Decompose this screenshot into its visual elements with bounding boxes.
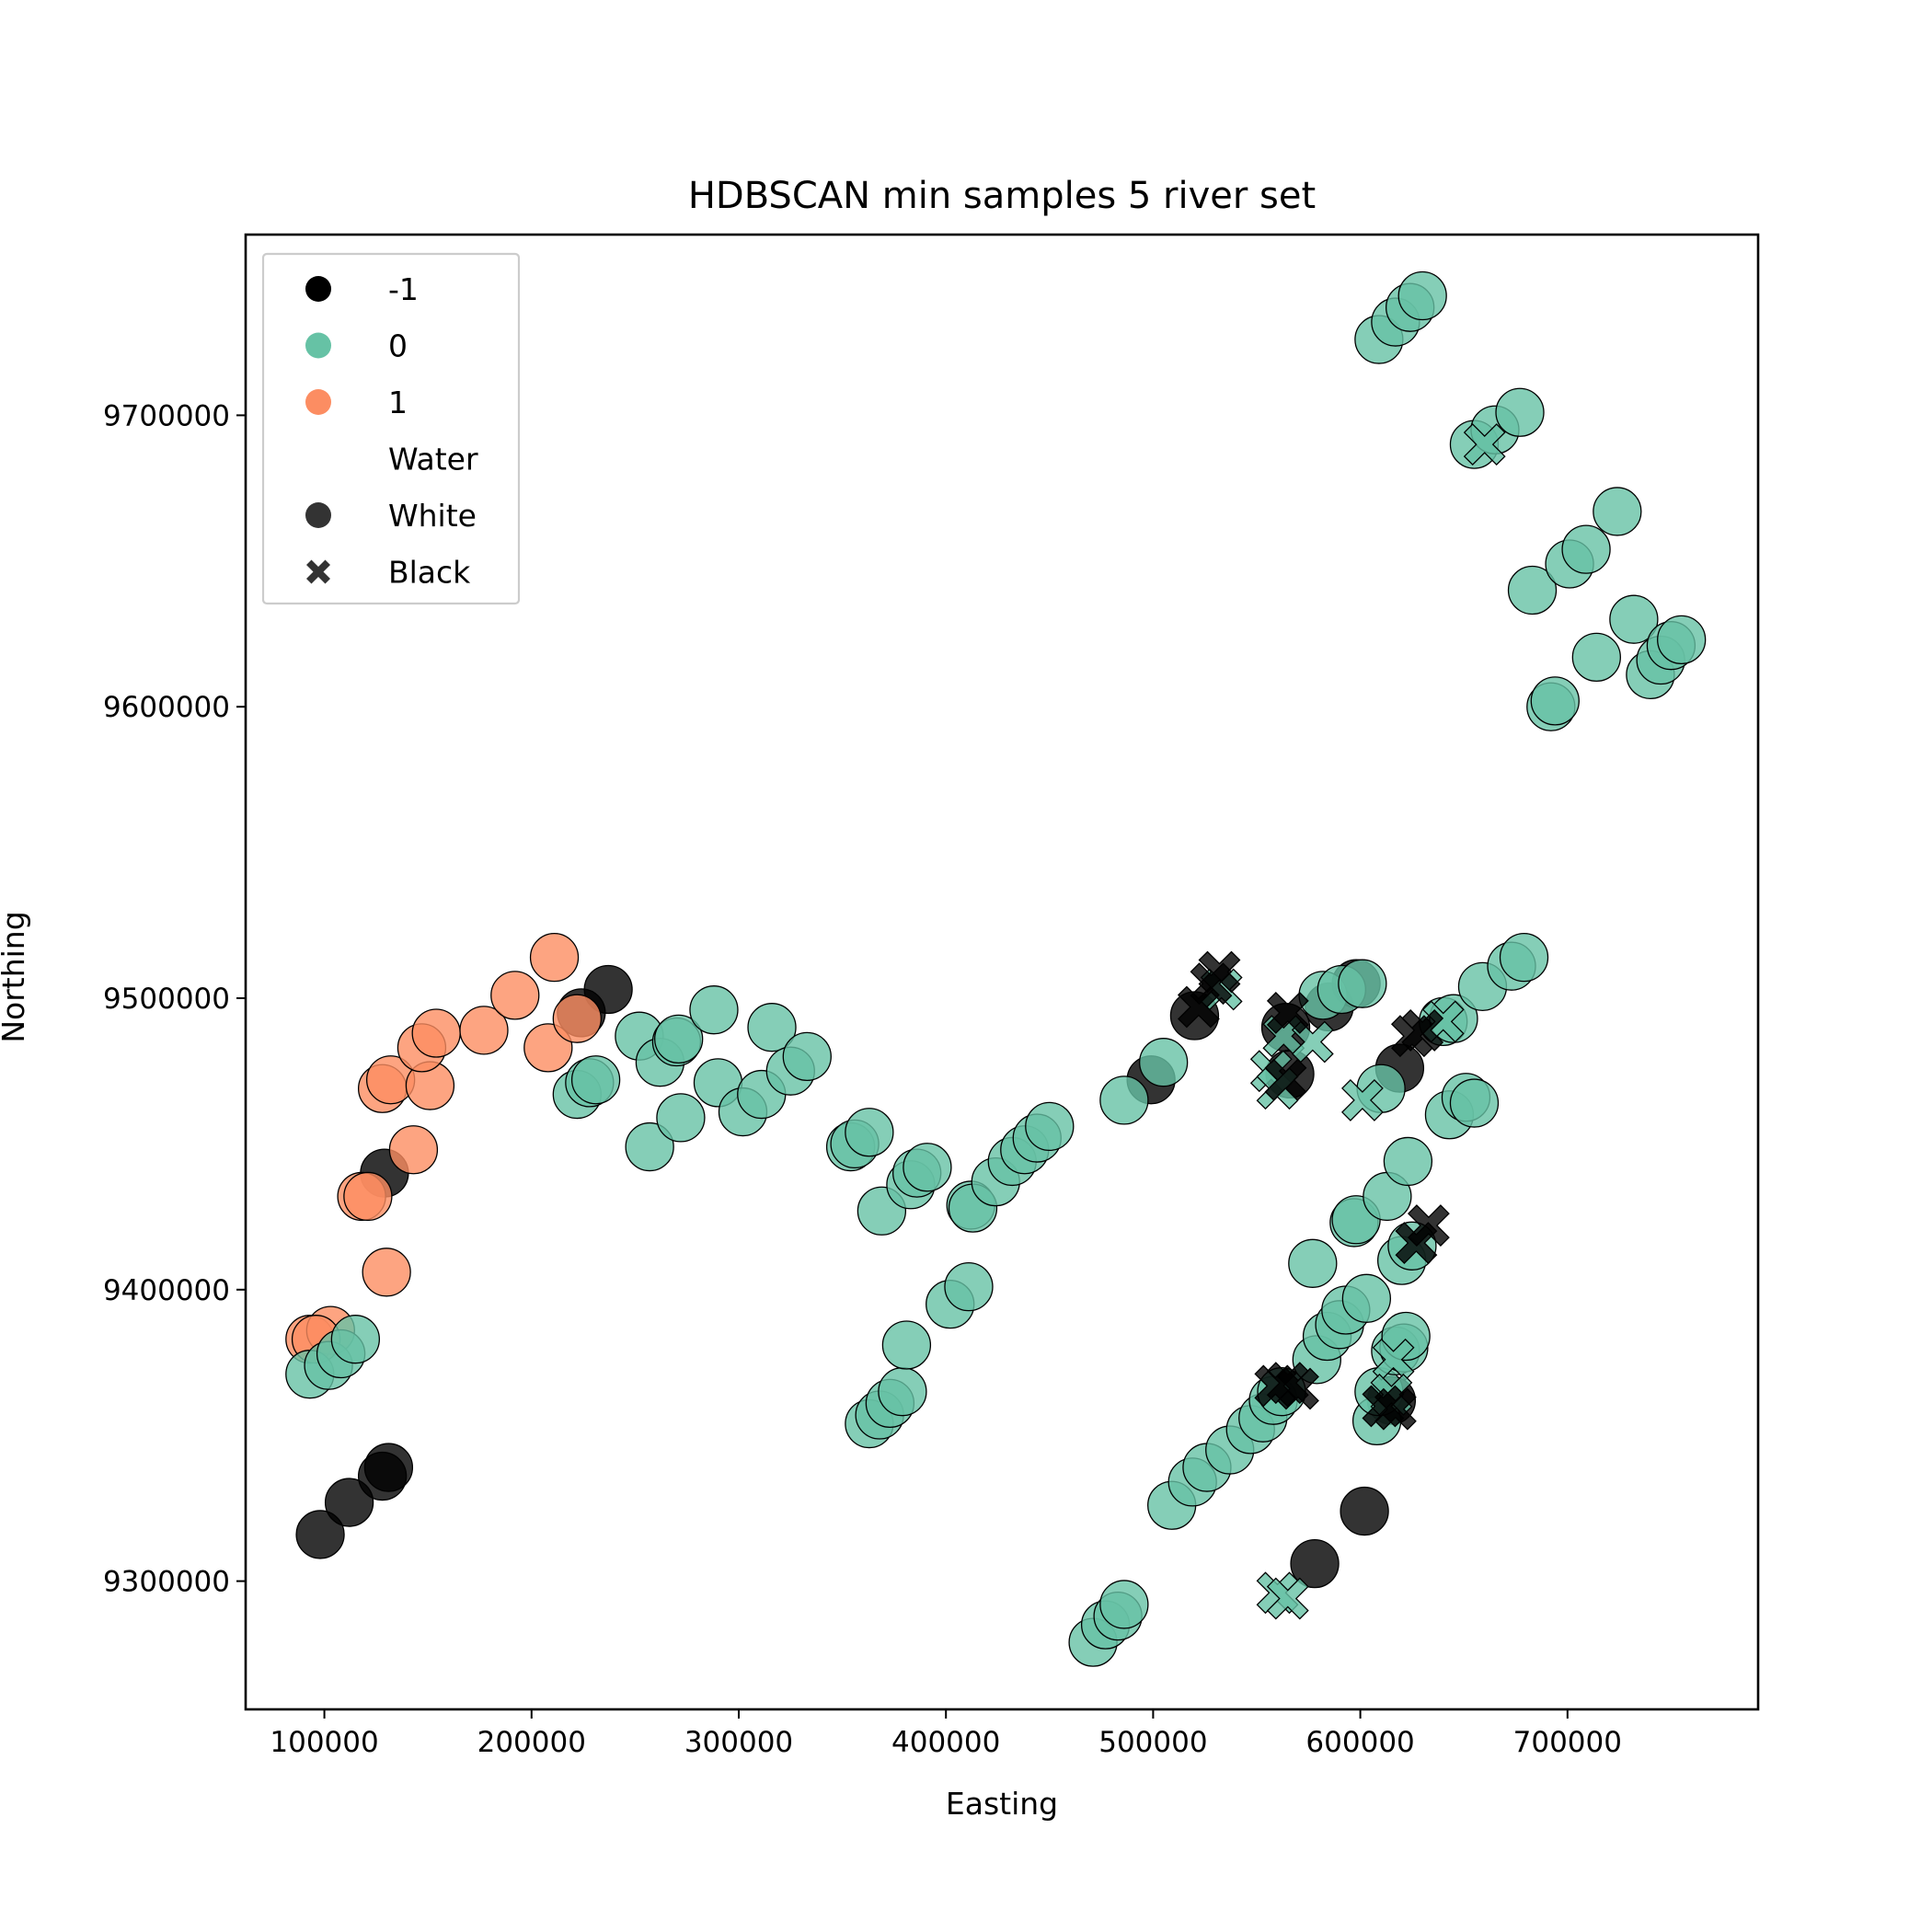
data-point-cluster0-white [654,1014,704,1064]
data-point-cluster0-black [1340,1078,1384,1121]
y-tick-label: 9300000 [103,1566,230,1599]
legend-label-neg1: -1 [388,271,419,307]
legend-marker-black [306,559,330,584]
data-point-cluster0-white [1099,1075,1149,1125]
points-layer [285,270,1707,1667]
data-point-cluster1-white [343,1171,393,1222]
data-point-cluster0-white [881,1320,932,1370]
data-point-cluster0-white [1530,676,1580,726]
data-point-cluster1-white [459,1006,509,1055]
legend-label-black: Black [388,555,471,591]
y-axis-ticks: 9300000 9400000 9500000 9600000 9700000 [103,399,246,1599]
data-point-cluster0-white [1338,959,1387,1008]
legend-marker-neg1 [305,276,331,302]
data-point-clusterneg1-white [1340,1486,1389,1536]
y-tick-label: 9500000 [103,983,230,1016]
data-point-cluster0-white [1499,933,1549,983]
data-point-cluster0-white [1288,1238,1338,1288]
data-point-cluster0-white [570,1055,621,1105]
legend-label-water: Water [388,442,478,477]
data-point-cluster1-white [411,1008,461,1058]
data-point-cluster0-white [903,1143,952,1192]
data-point-cluster0-white [1341,1273,1392,1323]
data-point-cluster0-white [782,1031,832,1082]
legend-items: -1 0 1 Water White Black [305,271,478,591]
data-point-cluster0-white [1139,1038,1189,1087]
legend-label-1: 1 [388,385,408,420]
data-point-cluster1-white [552,994,602,1043]
data-point-cluster0-black [1372,1338,1415,1381]
data-point-cluster1-white [362,1248,411,1297]
data-point-cluster1-white [388,1125,439,1175]
plot-frame [244,233,1760,1711]
y-tick-label: 9600000 [103,691,230,724]
data-point-clusterneg1-black [1374,1387,1417,1431]
data-point-cluster0-white [1507,565,1558,615]
data-point-clusterneg1-black [1277,1367,1319,1410]
data-point-cluster0-white [656,1093,706,1143]
x-tick-label: 200000 [477,1726,586,1759]
data-point-cluster1-white [529,933,580,983]
data-point-clusterneg1-black [1198,950,1241,994]
y-tick-label: 9400000 [103,1274,230,1307]
data-point-cluster0-white [1383,1136,1433,1187]
data-point-cluster0-white [747,1003,797,1052]
data-point-cluster0-white [1449,1078,1500,1128]
x-tick-label: 700000 [1513,1726,1622,1759]
data-point-clusterneg1-black [1264,1058,1307,1101]
legend-marker-1 [305,389,331,415]
data-point-cluster0-white [1571,632,1621,683]
x-tick-label: 600000 [1305,1726,1414,1759]
data-point-cluster0-black [1291,1020,1334,1064]
data-point-cluster0-white [878,1367,927,1417]
data-point-cluster0-white [1657,615,1707,664]
data-point-cluster0-white [1593,487,1642,536]
legend-label-0: 0 [388,328,408,364]
data-point-cluster0-white [625,1121,674,1172]
data-point-cluster0-black [1463,423,1506,466]
data-point-cluster0-white [1495,387,1545,437]
legend-label-white: White [388,498,477,534]
data-point-clusterneg1-white [324,1478,374,1527]
x-tick-label: 300000 [684,1726,793,1759]
legend-marker-0 [305,332,331,359]
data-point-clusterneg1-black [1401,1008,1444,1052]
data-point-cluster0-white [1561,524,1611,574]
data-point-clusterneg1-white [1290,1538,1340,1589]
y-tick-label: 9700000 [103,399,230,432]
x-axis-title: Easting [946,1786,1058,1822]
x-tick-label: 100000 [270,1726,378,1759]
x-axis-ticks: 100000 200000 300000 400000 500000 600000 7000… [270,1709,1622,1759]
data-point-clusterneg1-white [363,1443,414,1492]
data-point-clusterneg1-black [1266,991,1309,1034]
data-point-cluster0-black [1266,1577,1309,1620]
data-point-cluster0-white [845,1108,894,1157]
data-point-cluster1-white [490,971,540,1020]
legend-marker-white [305,502,331,528]
data-point-cluster0-white [689,985,739,1035]
data-point-cluster0-white [1609,594,1659,644]
data-point-cluster0-white [1381,1311,1431,1362]
data-point-cluster0-white [1397,270,1447,321]
chart-title: HDBSCAN min samples 5 river set [688,175,1316,217]
data-point-clusterneg1-white [295,1510,345,1559]
legend: -1 0 1 Water White Black [261,252,521,605]
data-point-cluster0-white [1099,1580,1149,1629]
data-point-cluster0-white [330,1315,381,1364]
x-tick-label: 500000 [1098,1726,1207,1759]
data-point-clusterneg1-black [1407,1204,1450,1248]
data-point-cluster0-white [1025,1101,1075,1152]
y-axis-title: Northing [0,911,31,1042]
data-point-cluster0-white [944,1261,994,1312]
x-tick-label: 400000 [891,1726,1000,1759]
